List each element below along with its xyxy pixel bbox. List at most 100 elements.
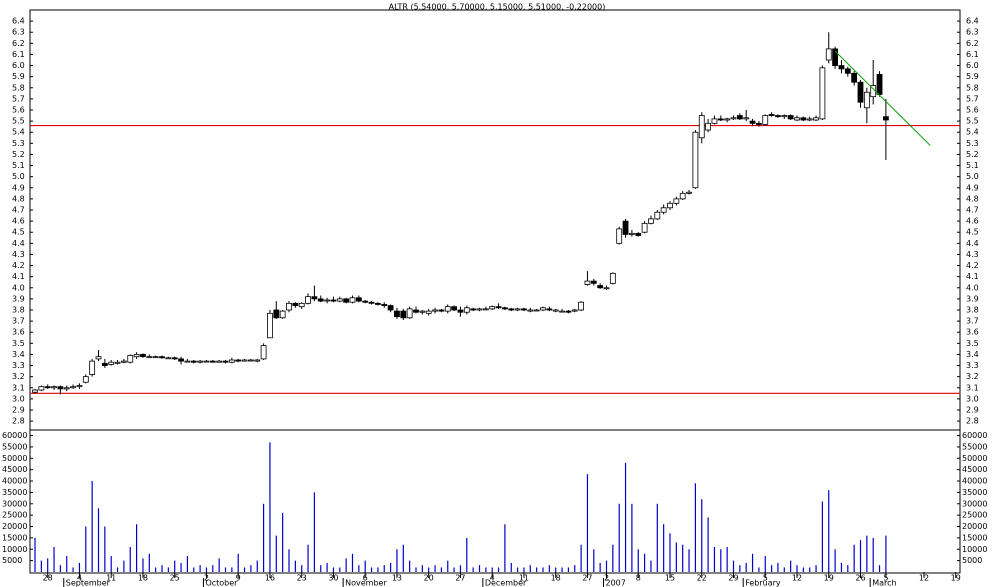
x-tick-label: 4 [490,574,495,583]
volume-tick-label-right: 45000 [962,465,987,474]
y-tick-label: 4.5 [12,228,25,237]
x-tick-label: 15 [665,574,675,583]
y-tick-label-right: 6.4 [966,17,979,26]
y-tick-label: 6.0 [12,61,25,70]
candle-body [476,308,483,311]
y-tick-label: 4.3 [12,250,25,259]
y-tick-label-right: 5.8 [966,83,979,92]
volume-tick-label: 40000 [2,477,27,486]
candle-body [597,285,604,289]
candle-body [705,122,711,131]
candle-body [838,65,845,70]
candle-body [355,297,362,302]
candle-body [660,207,667,213]
candle-body [584,280,591,285]
candle-body [806,118,813,121]
x-tick-label: 19 [951,574,961,583]
x-tick-label: 2 [604,574,609,583]
y-tick-label-right: 3.8 [966,306,979,315]
volume-frame [29,429,961,574]
candle-body [489,306,496,310]
y-tick-label: 3.8 [12,306,25,315]
candle-body [101,362,108,366]
candle-body [552,309,559,312]
candle-body [216,360,223,363]
y-tick-label-right: 5.5 [966,117,979,126]
candle-body [330,299,337,302]
y-tick-label: 5.0 [12,172,25,181]
y-tick-label-right: 3.5 [966,339,979,348]
y-tick-label: 3.0 [12,394,25,403]
x-tick-label: 2 [204,574,209,583]
candle-body [717,118,724,121]
y-tick-label-right: 6.0 [966,61,979,70]
candle-body [140,354,146,358]
candle-body [629,232,635,235]
candle-body [394,310,400,318]
y-tick-label-right: 4.7 [966,206,979,215]
candle-body [121,360,127,363]
candle-body [514,308,521,311]
x-tick-label: 18 [138,574,148,583]
x-tick-label: 13 [392,574,402,583]
volume-tick-label: 35000 [2,488,27,497]
chart-title: ALTR (5.54000, 5.70000, 5.15000, 5.51000… [389,3,606,12]
candle-body [279,310,286,319]
x-tick-label: 23 [297,574,307,583]
volume-tick-label: 55000 [2,442,27,451]
candle-body [590,280,597,284]
candle-body [273,309,280,319]
candle-body [533,309,540,312]
candle-body [565,310,572,313]
volume-tick-label-right: 15000 [962,533,987,542]
candle-body [222,360,229,363]
volume-tick-label-right: 30000 [962,499,987,508]
candle-body [70,386,76,389]
y-tick-label: 3.4 [12,350,25,359]
y-tick-label-right: 3.9 [966,294,979,303]
candle-body [749,120,756,124]
y-tick-label-right: 6.1 [966,50,979,59]
candle-body [438,309,445,312]
x-tick-label: 27 [582,574,592,583]
candle-body [470,308,477,311]
y-tick-label-right: 4.8 [966,194,979,203]
y-tick-label-right: 3.0 [966,394,979,403]
volume-tick-label-right: 5000 [962,556,982,565]
y-tick-label-right: 3.7 [966,317,979,326]
candle-body [444,306,451,312]
y-tick-label: 2.8 [12,417,25,426]
y-tick-label-right: 5.4 [966,128,979,137]
y-tick-label: 5.2 [12,150,25,159]
volume-tick-label-right: 20000 [962,522,987,531]
candle-body [775,115,781,118]
volume-tick-label: 25000 [2,511,27,520]
candle-body [883,116,889,121]
candle-body [197,360,204,363]
y-tick-label-right: 5.7 [966,94,979,103]
month-label: February [745,579,781,587]
candle-body [146,356,153,359]
candle-body [82,376,89,383]
y-tick-label: 4.6 [12,217,25,226]
candle-body [641,222,648,233]
volume-tick-label-right: 55000 [962,442,987,451]
volume-tick-label: 50000 [2,454,27,463]
candle-body [463,307,470,313]
month-label: December [485,579,527,587]
y-tick-label: 6.3 [12,28,25,37]
x-tick-label: 11 [106,574,116,583]
candle-body [635,232,642,236]
candle-body [260,345,267,360]
volume-tick-label-right: 25000 [962,511,987,520]
candle-body [292,302,299,306]
x-tick-label: 9 [236,574,241,583]
candle-body [540,307,546,311]
x-tick-label: 30 [328,574,338,583]
candle-body [857,81,864,103]
y-tick-label: 5.7 [12,94,25,103]
candle-body [648,218,654,224]
candle-body [254,359,261,362]
y-tick-label-right: 3.1 [966,383,979,392]
y-tick-label: 3.6 [12,328,25,337]
